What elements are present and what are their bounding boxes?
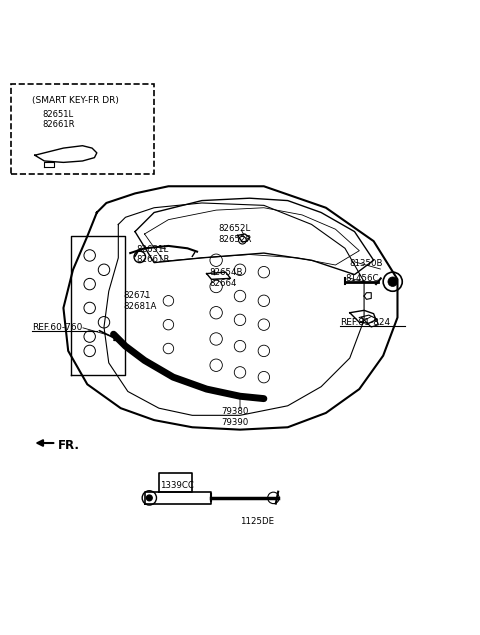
Text: 82651L
82661R: 82651L 82661R [42, 110, 74, 130]
Text: 81350B: 81350B [350, 259, 383, 268]
Text: 82654B
82664: 82654B 82664 [209, 269, 242, 288]
Circle shape [388, 277, 397, 286]
Text: 81456C: 81456C [345, 274, 379, 283]
Text: 82671
82681A: 82671 82681A [123, 291, 156, 311]
Text: 1125DE: 1125DE [240, 517, 274, 526]
Circle shape [146, 495, 152, 501]
Text: 82651L
82661R: 82651L 82661R [136, 245, 170, 264]
Text: REF.60-760: REF.60-760 [33, 323, 83, 331]
Text: 79380
79390: 79380 79390 [221, 407, 248, 427]
Text: 1339CC: 1339CC [160, 481, 194, 490]
Text: REF.81-824: REF.81-824 [340, 318, 390, 327]
Text: 82652L
82652R: 82652L 82652R [218, 224, 252, 244]
Text: (SMART KEY-FR DR): (SMART KEY-FR DR) [32, 96, 119, 105]
Text: FR.: FR. [58, 439, 80, 452]
